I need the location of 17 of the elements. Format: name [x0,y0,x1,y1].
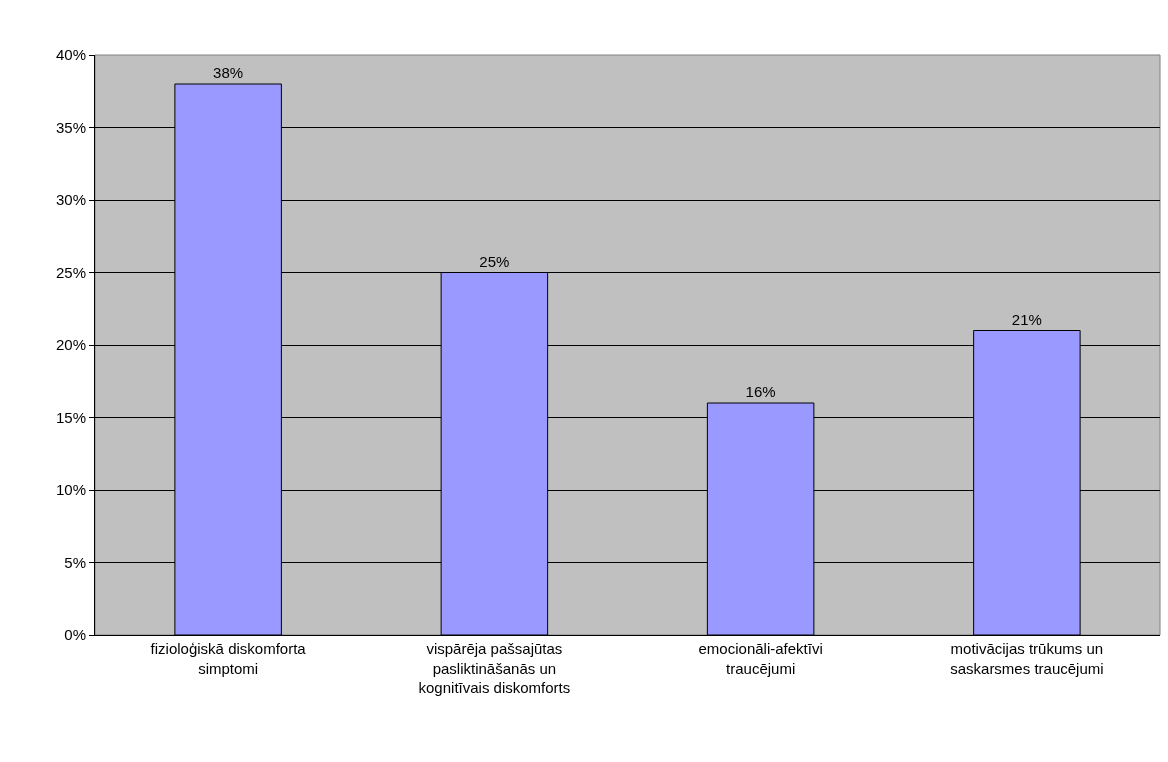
x-tick-label: motivācijas trūkums un saskarsmes traucējumi [950,640,1104,677]
data-label: 16% [745,383,776,400]
data-label: 25% [479,252,510,270]
x-tick-label: vispārēja pašsajūtas pasliktināšanās un kognitīvais diskomforts [418,640,571,696]
y-tick-label: 5% [64,553,86,571]
y-tick-label: 0% [64,626,86,644]
y-tick-label: 25% [55,263,86,281]
y-tick-label: 15% [55,408,86,426]
y-tick-label: 40% [55,46,86,64]
y-tick-label: 35% [55,118,86,136]
data-label: 38% [213,64,244,81]
y-tick-label: 20% [55,336,86,354]
data-label: 21% [1011,310,1042,328]
y-tick-label: 30% [55,191,86,209]
x-tick-label: fizioloģiskā diskomforta simptomi [150,640,307,677]
x-tick-label: emocionāli-afektīvi traucējumi [698,640,823,677]
y-tick-label: 10% [55,481,86,499]
